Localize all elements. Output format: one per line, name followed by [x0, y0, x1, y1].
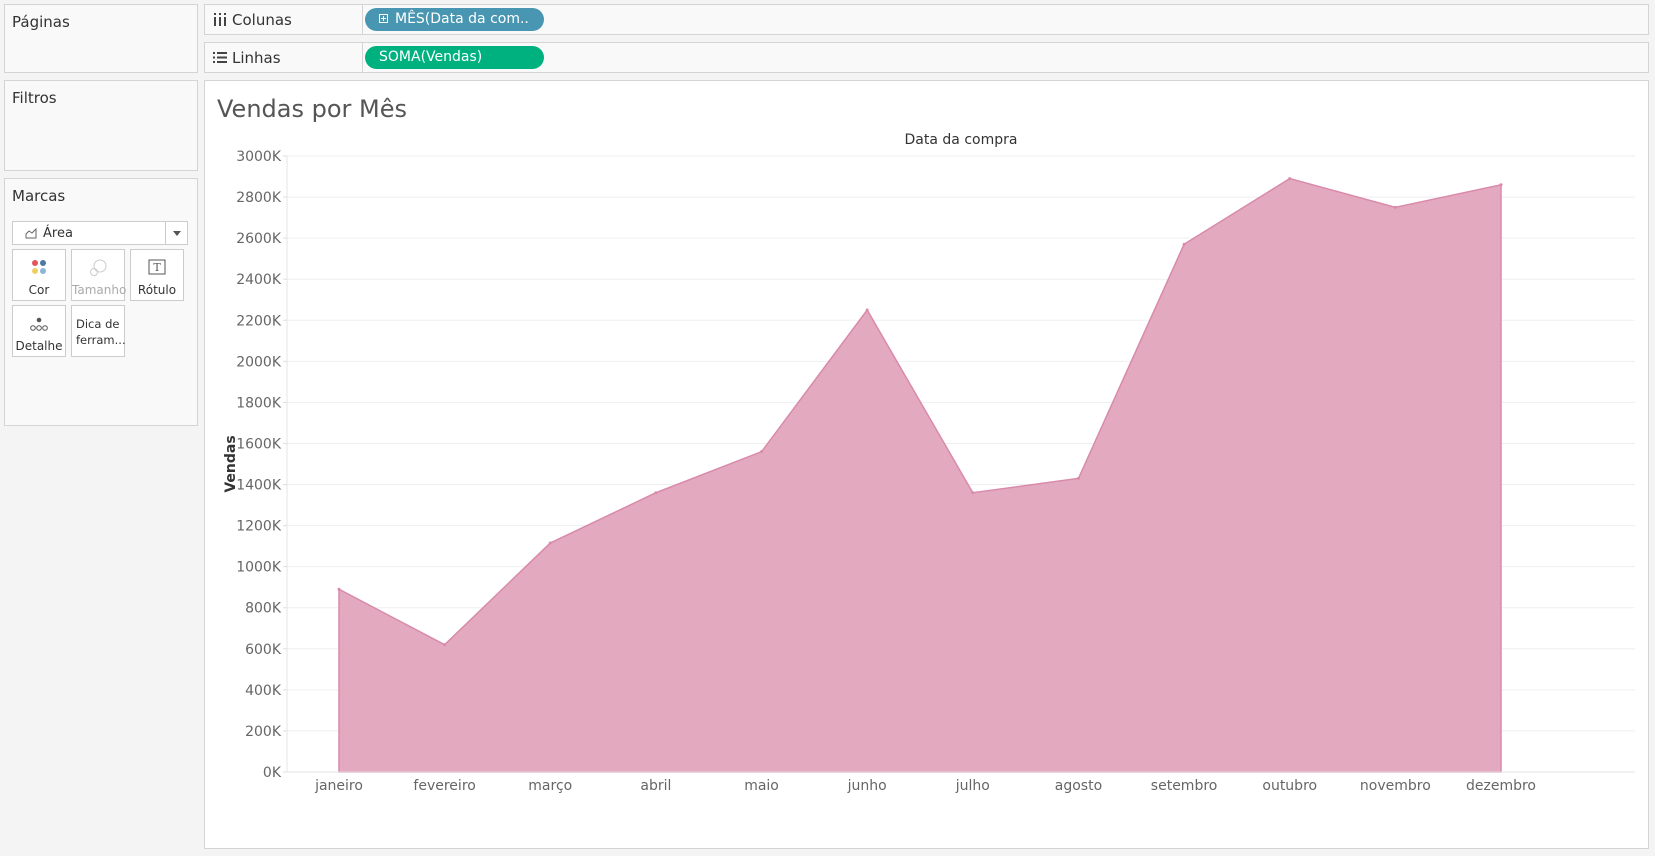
data-point-dezembro	[1499, 183, 1503, 187]
y-tick-label: 2000K	[236, 354, 282, 370]
detail-mark-button[interactable]: Detalhe	[12, 305, 66, 357]
columns-shelf-label: Colunas	[232, 11, 292, 29]
sales-area	[338, 177, 1502, 773]
label-mark-label: Rótulo	[137, 283, 177, 297]
y-axis-title: Vendas	[223, 435, 239, 492]
marks-card-title: Marcas	[12, 187, 66, 205]
area-chart: 0K 200K 400K 600K 800K 1000K 1200K 1400K 1600K 18…	[223, 132, 1635, 794]
columns-shelf[interactable]: Colunas MÊS(Data da com..	[204, 4, 1649, 35]
month-dimension-pill-label: MÊS(Data da com..	[395, 11, 529, 27]
tooltip-mark-label: Dica de ferram...	[76, 317, 126, 347]
x-tick-label: fevereiro	[413, 778, 475, 794]
x-tick-label: março	[528, 778, 572, 794]
size-circles-icon	[90, 259, 107, 276]
x-tick-label: junho	[847, 778, 887, 794]
label-mark-button[interactable]: T Rótulo	[130, 249, 184, 301]
month-dimension-pill[interactable]: MÊS(Data da com..	[365, 8, 544, 31]
text-label-icon: T	[148, 259, 166, 275]
mark-type-dropdown[interactable]: Área	[12, 221, 188, 245]
pages-card-title: Páginas	[12, 13, 70, 31]
mark-type-label: Área	[43, 226, 73, 241]
y-tick-label: 1600K	[236, 436, 282, 452]
color-dots-icon	[32, 260, 46, 274]
data-point-julho	[971, 491, 975, 495]
y-tick-label: 1200K	[236, 519, 282, 535]
area-chart-icon	[25, 227, 37, 239]
sum-sales-measure-pill[interactable]: SOMA(Vendas)	[365, 46, 544, 69]
expand-plus-icon[interactable]	[379, 14, 388, 23]
data-point-agosto	[1076, 476, 1080, 480]
rows-icon	[213, 52, 227, 63]
y-tick-label: 0K	[263, 765, 282, 781]
x-tick-label: outubro	[1262, 778, 1317, 794]
data-point-abril	[654, 491, 658, 495]
y-tick-label: 200K	[245, 724, 282, 740]
y-tick-label: 800K	[245, 601, 282, 617]
y-tick-label: 400K	[245, 683, 282, 699]
pages-card[interactable]: Páginas	[4, 4, 198, 73]
y-tick-label: 1000K	[236, 560, 282, 576]
y-tick-label: 2400K	[236, 272, 282, 288]
filters-card[interactable]: Filtros	[4, 80, 198, 171]
rows-shelf-label: Linhas	[232, 49, 281, 67]
color-mark-button[interactable]: Cor	[12, 249, 66, 301]
sum-sales-measure-pill-label: SOMA(Vendas)	[379, 49, 483, 65]
marks-card: Marcas Área Cor Tamanho T Rótulo	[4, 178, 198, 426]
x-tick-label: janeiro	[314, 778, 363, 794]
chart-title: Vendas por Mês	[217, 95, 407, 123]
x-tick-label: abril	[640, 778, 671, 794]
tooltip-mark-button[interactable]: Dica de ferram...	[71, 305, 126, 357]
x-tick-label: setembro	[1151, 778, 1218, 794]
y-tick-label: 1400K	[236, 478, 282, 494]
shelf-divider	[362, 5, 363, 34]
detail-mark-label: Detalhe	[15, 339, 63, 353]
x-tick-label: agosto	[1055, 778, 1102, 794]
shelf-divider	[362, 43, 363, 72]
color-mark-label: Cor	[28, 283, 50, 297]
y-tick-label: 1800K	[236, 395, 282, 411]
x-tick-label: julho	[955, 778, 990, 794]
y-tick-label: 2800K	[236, 190, 282, 206]
y-tick-label: 2200K	[236, 313, 282, 329]
x-tick-label: maio	[744, 778, 779, 794]
visualization-pane: Vendas por Mês 0K 200K 400K 600K 800K 1000K 12…	[204, 80, 1649, 849]
y-tick-label: 3000K	[236, 149, 282, 165]
data-point-fevereiro	[443, 643, 447, 647]
y-tick-label: 2600K	[236, 231, 282, 247]
data-point-novembro	[1393, 205, 1397, 209]
y-tick-label: 600K	[245, 642, 282, 658]
rows-shelf[interactable]: Linhas SOMA(Vendas)	[204, 42, 1649, 73]
chevron-down-icon[interactable]	[165, 222, 187, 244]
data-point-junho	[865, 308, 869, 312]
x-tick-label: novembro	[1360, 778, 1431, 794]
filters-card-title: Filtros	[12, 89, 57, 107]
size-mark-label: Tamanho	[72, 283, 127, 297]
data-point-março	[548, 541, 552, 545]
x-tick-label: dezembro	[1466, 778, 1536, 794]
data-point-setembro	[1182, 242, 1186, 246]
svg-text:T: T	[153, 261, 161, 274]
data-point-outubro	[1288, 177, 1292, 181]
x-axis-title: Data da compra	[905, 132, 1018, 148]
data-point-janeiro	[337, 587, 341, 591]
detail-dots-icon	[30, 317, 48, 331]
size-mark-button[interactable]: Tamanho	[71, 249, 127, 301]
data-point-maio	[760, 450, 764, 454]
columns-icon	[214, 13, 226, 26]
